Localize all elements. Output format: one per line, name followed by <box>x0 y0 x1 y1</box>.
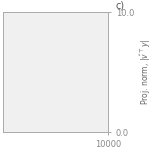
Y-axis label: Proj. norm, $|\hat{v}^{\top}y|$: Proj. norm, $|\hat{v}^{\top}y|$ <box>138 39 150 105</box>
Text: c): c) <box>116 0 125 10</box>
